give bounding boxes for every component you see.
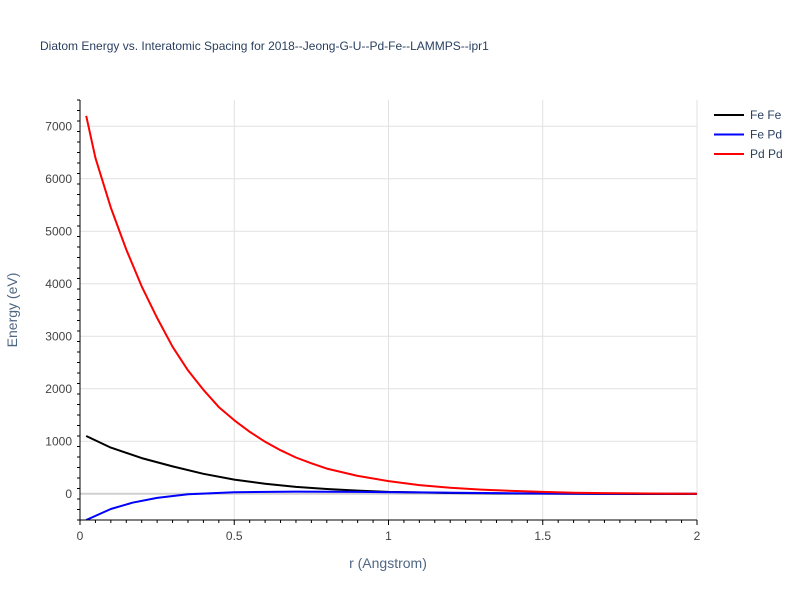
series-line-pd-pd [85, 115, 697, 495]
x-axis-title: r (Angstrom) [349, 555, 427, 571]
legend-item-fe-pd[interactable]: Fe Pd [714, 128, 782, 142]
y-tick-label: 7000 [45, 119, 72, 133]
legend-label: Pd Pd [750, 147, 783, 161]
grid [80, 100, 698, 520]
chart-title: Diatom Energy vs. Interatomic Spacing fo… [40, 39, 489, 53]
axes [77, 99, 698, 525]
x-tick-label: 0 [77, 529, 84, 543]
x-tick-label: 1.5 [534, 529, 551, 543]
legend-item-pd-pd[interactable]: Pd Pd [714, 147, 783, 161]
series-line-fe-fe [85, 435, 697, 495]
x-tick-label: 1 [385, 529, 392, 543]
y-tick-label: 3000 [45, 329, 72, 343]
legend[interactable]: Fe Fe Fe Pd Pd Pd [714, 108, 783, 161]
y-tick-label: 6000 [45, 172, 72, 186]
legend-label: Fe Pd [750, 128, 782, 142]
series-line-fe-pd [85, 490, 697, 520]
series-layer [85, 115, 697, 520]
y-tick-label: 0 [65, 487, 72, 501]
y-axis-title: Energy (eV) [4, 273, 20, 348]
y-tick-label: 5000 [45, 224, 72, 238]
legend-label: Fe Fe [750, 108, 782, 122]
y-tick-label: 2000 [45, 382, 72, 396]
y-tick-label: 4000 [45, 277, 72, 291]
legend-item-fe-fe[interactable]: Fe Fe [714, 108, 782, 122]
x-tick-label: 0.5 [226, 529, 243, 543]
x-tick-label: 2 [694, 529, 701, 543]
tick-labels: 0 1000 2000 3000 4000 5000 6000 7000 0 0.5 1 1.5 2 [45, 119, 700, 543]
y-tick-label: 1000 [45, 434, 72, 448]
